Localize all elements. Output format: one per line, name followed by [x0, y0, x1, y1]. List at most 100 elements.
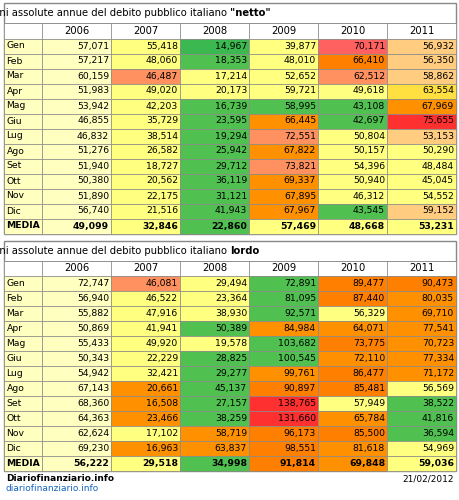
- Text: 23,595: 23,595: [215, 116, 246, 126]
- Bar: [317, 426, 386, 441]
- Text: 29,518: 29,518: [142, 459, 178, 468]
- Text: 53,942: 53,942: [77, 102, 109, 110]
- Text: 52,652: 52,652: [284, 72, 315, 80]
- Bar: [42, 218, 111, 234]
- Bar: [386, 174, 455, 188]
- Bar: [386, 23, 455, 38]
- Text: 59,721: 59,721: [283, 86, 315, 96]
- Text: 2009: 2009: [270, 263, 296, 273]
- Text: 53,231: 53,231: [417, 222, 453, 230]
- Text: Feb: Feb: [6, 294, 23, 303]
- Text: 85,481: 85,481: [352, 384, 384, 393]
- Bar: [180, 291, 249, 306]
- Text: 75,655: 75,655: [421, 116, 453, 126]
- Text: 50,869: 50,869: [77, 324, 109, 333]
- Text: 62,512: 62,512: [352, 72, 384, 80]
- Text: 85,500: 85,500: [352, 429, 384, 438]
- Bar: [386, 260, 455, 276]
- Text: 49,920: 49,920: [146, 339, 178, 348]
- Bar: [180, 38, 249, 54]
- Bar: [111, 144, 180, 158]
- Bar: [317, 396, 386, 411]
- Text: 77,541: 77,541: [421, 324, 453, 333]
- Text: 19,578: 19,578: [214, 339, 246, 348]
- Text: Gen: Gen: [6, 42, 25, 50]
- Text: MEDIA: MEDIA: [6, 222, 40, 230]
- Bar: [111, 306, 180, 321]
- Text: 38,259: 38,259: [214, 414, 246, 423]
- Bar: [4, 54, 42, 68]
- Text: 92,571: 92,571: [283, 309, 315, 318]
- Text: 18,353: 18,353: [214, 56, 246, 66]
- Bar: [386, 276, 455, 291]
- Bar: [42, 260, 111, 276]
- Text: 72,891: 72,891: [283, 279, 315, 288]
- Bar: [4, 84, 42, 98]
- Bar: [180, 351, 249, 366]
- Text: 56,740: 56,740: [77, 206, 109, 216]
- Bar: [317, 158, 386, 174]
- Bar: [249, 23, 317, 38]
- Text: 20,562: 20,562: [146, 176, 178, 186]
- Text: 50,157: 50,157: [352, 146, 384, 156]
- Bar: [4, 204, 42, 218]
- Text: 84,984: 84,984: [283, 324, 315, 333]
- Bar: [317, 174, 386, 188]
- Text: 80,035: 80,035: [421, 294, 453, 303]
- Bar: [111, 456, 180, 471]
- Bar: [42, 54, 111, 68]
- Bar: [249, 188, 317, 204]
- Bar: [386, 396, 455, 411]
- Bar: [111, 38, 180, 54]
- Bar: [317, 98, 386, 114]
- Text: 46,522: 46,522: [146, 294, 178, 303]
- Text: 46,487: 46,487: [146, 72, 178, 80]
- Text: 2006: 2006: [64, 263, 89, 273]
- Text: 2007: 2007: [133, 26, 158, 36]
- Bar: [180, 174, 249, 188]
- Text: 77,334: 77,334: [421, 354, 453, 363]
- Bar: [42, 411, 111, 426]
- Text: 35,729: 35,729: [146, 116, 178, 126]
- Text: 57,949: 57,949: [352, 399, 384, 408]
- Bar: [4, 114, 42, 128]
- Bar: [386, 306, 455, 321]
- Bar: [180, 260, 249, 276]
- Text: Feb: Feb: [6, 56, 23, 66]
- Text: 41,816: 41,816: [421, 414, 453, 423]
- Text: 49,020: 49,020: [146, 86, 178, 96]
- Bar: [4, 321, 42, 336]
- Text: 81,095: 81,095: [283, 294, 315, 303]
- Bar: [42, 456, 111, 471]
- Text: 98,551: 98,551: [284, 444, 315, 453]
- Bar: [4, 456, 42, 471]
- Text: 89,477: 89,477: [352, 279, 384, 288]
- Bar: [4, 240, 455, 471]
- Text: 57,071: 57,071: [77, 42, 109, 50]
- Bar: [317, 68, 386, 84]
- Bar: [4, 276, 42, 291]
- Bar: [249, 68, 317, 84]
- Bar: [317, 381, 386, 396]
- Text: 56,350: 56,350: [421, 56, 453, 66]
- Text: 69,710: 69,710: [421, 309, 453, 318]
- Text: 69,230: 69,230: [77, 444, 109, 453]
- Text: 66,410: 66,410: [352, 56, 384, 66]
- Text: 67,895: 67,895: [283, 192, 315, 200]
- Bar: [111, 396, 180, 411]
- Bar: [42, 144, 111, 158]
- Text: 48,668: 48,668: [348, 222, 384, 230]
- Bar: [249, 204, 317, 218]
- Text: 51,890: 51,890: [77, 192, 109, 200]
- Text: 50,380: 50,380: [77, 176, 109, 186]
- Text: 100,545: 100,545: [278, 354, 315, 363]
- Text: 20,661: 20,661: [146, 384, 178, 393]
- Text: 36,119: 36,119: [214, 176, 246, 186]
- Bar: [4, 260, 42, 276]
- Text: 34,998: 34,998: [211, 459, 246, 468]
- Text: 67,969: 67,969: [421, 102, 453, 110]
- Text: 51,276: 51,276: [77, 146, 109, 156]
- Text: 23,364: 23,364: [214, 294, 246, 303]
- Bar: [249, 128, 317, 144]
- Bar: [386, 336, 455, 351]
